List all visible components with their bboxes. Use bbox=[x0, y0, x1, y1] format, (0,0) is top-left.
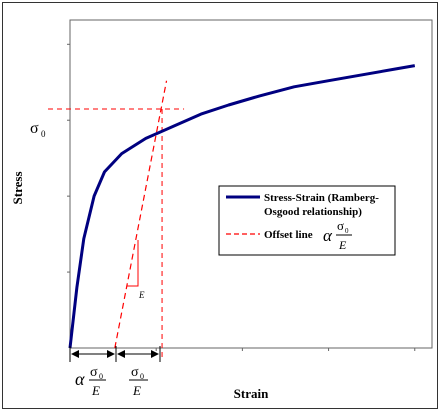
left-annotation-alpha: α bbox=[75, 369, 85, 389]
offset-line bbox=[114, 80, 168, 349]
legend-entry-curve-line1: Stress-Strain (Ramberg- bbox=[264, 192, 379, 204]
modulus-triangle bbox=[127, 240, 139, 287]
yield-stress-subscript: 0 bbox=[41, 129, 46, 139]
stress-strain-curve bbox=[68, 64, 416, 349]
left-annotation-numerator: σ bbox=[90, 365, 98, 380]
plot-area bbox=[69, 19, 433, 349]
right-annotation-numerator-sub: 0 bbox=[140, 372, 144, 381]
right-annotation-denominator: E bbox=[132, 383, 141, 398]
legend-fraction-numerator-sub: 0 bbox=[345, 227, 349, 235]
left-annotation-numerator-sub: 0 bbox=[99, 372, 103, 381]
legend-entry-offset: Offset line bbox=[264, 229, 313, 241]
y-axis-label: Stress bbox=[10, 172, 25, 205]
yield-stress-label: σ bbox=[30, 120, 39, 137]
legend-fraction-denominator: E bbox=[338, 238, 347, 252]
axis-ticks bbox=[67, 43, 416, 351]
x-axis-label: Strain bbox=[234, 386, 269, 401]
legend-alpha: α bbox=[323, 226, 333, 245]
legend-fraction-numerator: σ bbox=[337, 218, 344, 233]
legend-entry-curve-line2: Osgood relationship) bbox=[264, 206, 362, 218]
legend: Stress-Strain (Ramberg- Osgood relations… bbox=[218, 185, 396, 256]
left-annotation-denominator: E bbox=[91, 383, 100, 398]
right-annotation-numerator: σ bbox=[131, 365, 139, 380]
modulus-label: E bbox=[138, 290, 145, 300]
